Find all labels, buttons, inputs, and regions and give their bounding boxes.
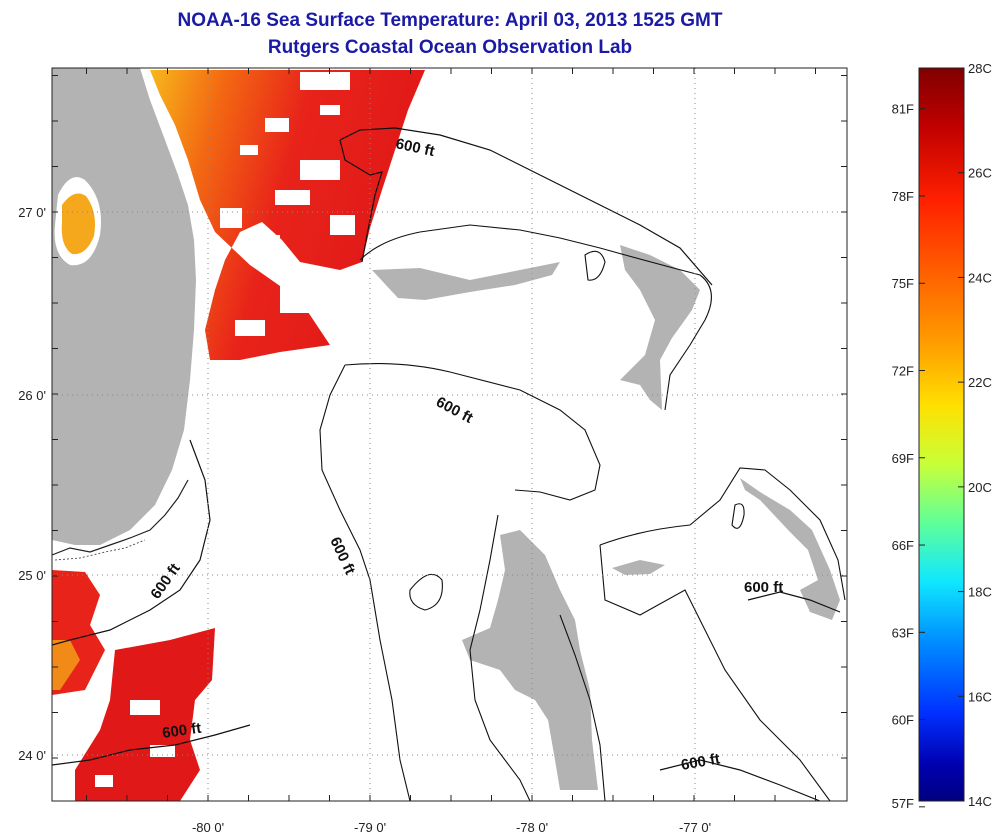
colorbar-fahrenheit-label: 63F [892,625,914,640]
axis-ticks [52,68,847,801]
florida-keys [52,479,189,556]
colorbar-celsius-label: 20C [968,480,992,495]
lat-tick-label: 26 0' [18,388,46,403]
colorbar-celsius-label: 14C [968,794,992,809]
colorbar-gradient [918,67,965,802]
lat-tick-label: 24 0' [18,748,46,763]
colorbar-fahrenheit-label: 72F [892,364,914,379]
lat-tick-label: 25 0' [18,568,46,583]
contour-label-5: 600 ft [161,720,202,742]
graticule [52,68,847,801]
lon-tick-label: -79 0' [354,820,386,835]
contour-label-7: 600 ft [680,750,722,774]
lon-axis-labels: -80 0' -79 0' -78 0' -77 0' [192,820,711,835]
lat-axis-labels: 27 0' 26 0' 25 0' 24 0' [18,205,46,763]
lon-tick-label: -80 0' [192,820,224,835]
grand-bahama-land [372,262,560,300]
abaco-land [620,245,700,410]
colorbar-celsius-label: 16C [968,689,992,704]
bank-outlines [319,224,846,801]
lon-tick-label: -77 0' [679,820,711,835]
contour-label-6: 600 ft [744,579,783,596]
colorbar-celsius-label: 22C [968,375,992,390]
isobath-600ft [52,127,841,801]
colorbar-fahrenheit-label: 81F [892,102,914,117]
lake-sst [61,193,95,255]
eleuthera-land [740,478,840,620]
colorbar-celsius-label: 28C [968,61,992,76]
map-subtitle: Rutgers Coastal Ocean Observation Lab [267,37,633,58]
colorbar-fahrenheit-label: 75F [892,276,914,291]
cloud-mask [220,72,355,336]
lon-tick-label: -78 0' [516,820,548,835]
colorbar-fahrenheit-label: 78F [892,189,914,204]
sst-swath-north [150,70,425,360]
colorbar: 28C 26C 24C 22C 20C 18C 16C 14C 81F 78F 75F 72F 69F… [892,61,992,811]
map-panel: 600 ft 600 ft 600 ft 600 ft 600 ft 600 f… [52,68,847,801]
colorbar-fahrenheit-label: 69F [892,451,914,466]
colorbar-celsius-label: 24C [968,270,992,285]
andros-land [462,530,598,790]
map-frame [51,67,848,802]
colorbar-fahrenheit-label: 57F [892,796,914,811]
colorbar-fahrenheit-label: 66F [892,538,914,553]
lat-tick-label: 27 0' [18,205,46,220]
colorbar-celsius-label: 26C [968,166,992,181]
colorbar-celsius-label: 18C [968,585,992,600]
map-title: NOAA-16 Sea Surface Temperature: April 0… [177,10,723,31]
colorbar-fahrenheit-label: 60F [892,713,914,728]
